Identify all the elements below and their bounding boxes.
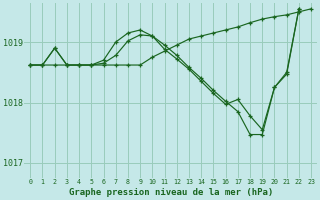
X-axis label: Graphe pression niveau de la mer (hPa): Graphe pression niveau de la mer (hPa)	[68, 188, 273, 197]
